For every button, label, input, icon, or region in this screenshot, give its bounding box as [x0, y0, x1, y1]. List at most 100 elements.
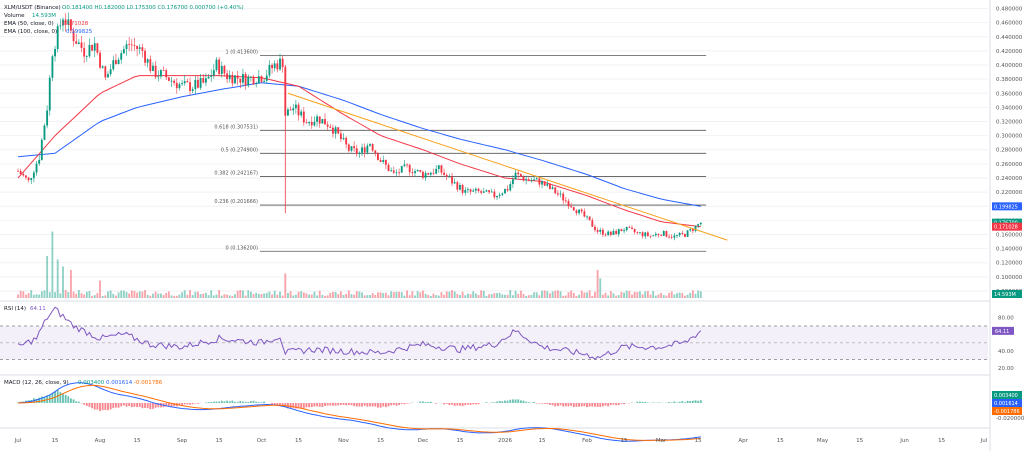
- candle-body: [220, 65, 223, 74]
- macd-histogram-bar: [194, 403, 197, 404]
- macd-histogram-bar: [673, 401, 676, 403]
- macd-histogram-bar: [466, 403, 469, 405]
- candle-body: [578, 209, 581, 214]
- macd-histogram-bar: [191, 403, 194, 405]
- rsi-tick-label: 40.00: [998, 349, 1014, 355]
- candle-body: [588, 216, 591, 221]
- candle-body: [329, 126, 332, 128]
- macd-histogram-bar: [181, 403, 184, 406]
- ema50-legend-label[interactable]: EMA (50, close, 0): [4, 21, 54, 27]
- macd-histogram-bar: [599, 403, 602, 407]
- macd-histogram-bar: [128, 403, 131, 407]
- candle-body: [387, 164, 390, 172]
- macd-histogram-bar: [485, 402, 488, 403]
- candle-body: [292, 108, 295, 111]
- candle-body: [604, 234, 607, 236]
- candle-body: [27, 177, 30, 181]
- descending-trendline[interactable]: [287, 92, 728, 241]
- volume-bar: [318, 290, 321, 298]
- candle-body: [631, 227, 633, 229]
- volume-legend-label[interactable]: Volume: [4, 13, 25, 19]
- volume-bar: [382, 292, 385, 298]
- volume-bar: [676, 293, 678, 298]
- volume-bar: [75, 293, 78, 298]
- macd-histogram-bar: [157, 403, 160, 408]
- macd-histogram-bar: [607, 403, 610, 407]
- candle-body: [549, 183, 551, 189]
- candle-body: [67, 19, 70, 25]
- macd-histogram-bar: [390, 403, 393, 406]
- macd-histogram-bar: [59, 392, 62, 403]
- candle-body: [355, 148, 358, 154]
- price-tick-label: 0.460000: [996, 21, 1023, 27]
- candle-body: [377, 153, 379, 161]
- ema100-legend-label[interactable]: EMA (100, close, 0): [4, 29, 57, 35]
- volume-bar: [326, 295, 329, 298]
- candle-body: [38, 159, 41, 164]
- candle-body: [580, 209, 583, 212]
- volume-bar: [287, 293, 289, 298]
- volume-bar: [104, 295, 107, 298]
- time-tick-label: 15: [52, 438, 59, 444]
- trendline[interactable]: [287, 92, 728, 241]
- volume-bar: [684, 295, 686, 298]
- macd-histogram-bar: [472, 403, 475, 405]
- macd-histogram-bar: [263, 401, 266, 403]
- volume-bar: [567, 292, 570, 298]
- macd-histogram-bar: [297, 403, 300, 409]
- candle-body: [644, 232, 647, 237]
- candle-body: [453, 182, 456, 184]
- macd-histogram-bar: [419, 401, 422, 403]
- volume-bar: [339, 291, 342, 298]
- candle-body: [556, 193, 559, 195]
- volume-bar: [247, 290, 250, 298]
- candle-body: [109, 69, 112, 75]
- macd-legend-label[interactable]: MACD (12, 26, close, 9): [4, 380, 69, 386]
- candle-body: [530, 180, 533, 182]
- symbol-legend[interactable]: XLM/USDT (Binance): [4, 5, 61, 11]
- candle-body: [294, 104, 297, 109]
- candle-body: [358, 152, 361, 154]
- macd-histogram-bar: [244, 401, 247, 403]
- macd-histogram-bar: [305, 403, 308, 408]
- macd-histogram-bar: [617, 403, 620, 406]
- fibonacci-retracement[interactable]: 1 (0.413600) 0.618 (0.307531) 0.5 (0.27490…: [214, 49, 707, 252]
- macd-histogram-bar: [527, 402, 530, 403]
- candle-body: [641, 232, 644, 237]
- candle-body: [136, 45, 139, 49]
- candle-body: [228, 74, 231, 80]
- rsi-line: [17, 306, 702, 360]
- candle-body: [612, 231, 615, 235]
- time-tick-label: Jul: [980, 438, 988, 444]
- volume-bar: [448, 291, 451, 298]
- rsi-legend-label[interactable]: RSI (14): [4, 306, 26, 312]
- time-tick-label: 15: [377, 438, 384, 444]
- time-tick-label: 2026: [498, 438, 512, 444]
- volume-bar: [694, 293, 697, 298]
- time-tick-label: Feb: [582, 438, 592, 444]
- candle-body: [591, 220, 594, 227]
- time-tick-label: 15: [695, 438, 702, 444]
- candle-body: [511, 179, 514, 185]
- volume-bar: [527, 295, 530, 298]
- macd-histogram-bar: [72, 399, 75, 403]
- macd-histogram-bar: [112, 403, 115, 409]
- fib-level-label: 0.382 (0.242167): [214, 170, 258, 176]
- volume-bar: [263, 293, 266, 298]
- macd-histogram-bar: [85, 403, 88, 406]
- time-axis[interactable]: Jul 15 Aug 15 Sep 15 Oct 15 Nov 15 Dec 15 2026 15 Feb 1…: [14, 438, 988, 444]
- candle-body: [363, 147, 366, 153]
- volume-bar: [54, 292, 56, 298]
- macd-histogram-bar: [109, 403, 112, 410]
- price-tick-label: 0.140000: [996, 247, 1023, 253]
- volume-bar: [46, 256, 49, 298]
- volume-bar: [236, 290, 239, 298]
- candle-body: [334, 127, 337, 134]
- macd-histogram-bar: [329, 403, 332, 406]
- candle-body: [670, 236, 673, 238]
- candle-body: [652, 235, 655, 237]
- volume-bar: [369, 295, 371, 298]
- volume-bar: [366, 295, 369, 298]
- volume-bar: [96, 293, 99, 298]
